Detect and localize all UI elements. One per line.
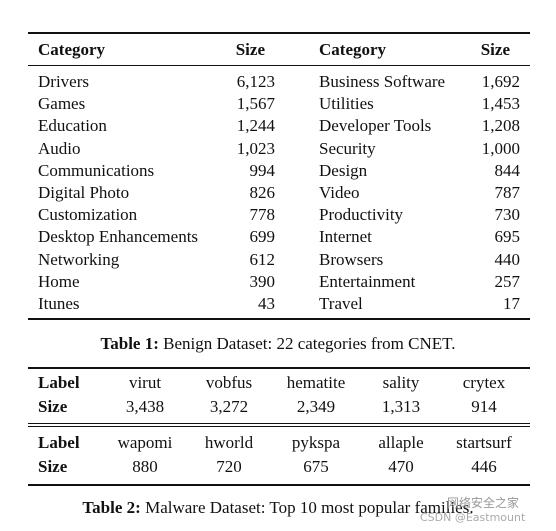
table-cell: Utilities xyxy=(319,94,374,114)
label-cell: vobfus xyxy=(205,373,253,392)
label-cell: startsurf xyxy=(456,433,512,452)
table-cell: Design xyxy=(319,160,368,180)
table-cell: Internet xyxy=(319,227,372,247)
table-cell: Business Software xyxy=(319,72,446,91)
size-cell: 720 xyxy=(216,457,242,476)
table-cell: 994 xyxy=(249,160,276,180)
table-cell: 1,000 xyxy=(481,138,520,158)
header-cell: Size xyxy=(235,40,265,59)
table-cell: 699 xyxy=(249,227,276,247)
label-cell: crytex xyxy=(462,373,506,392)
table-cell: Desktop Enhancements xyxy=(38,227,199,247)
watermark-credit: CSDN @Eastmount xyxy=(420,511,526,524)
table-cell: Security xyxy=(319,138,376,158)
table-cell: Home xyxy=(38,271,80,291)
mid-rule xyxy=(28,426,530,427)
label-cell: wapomi xyxy=(117,433,173,452)
table-cell: Itunes xyxy=(38,294,80,313)
top-rule xyxy=(28,32,530,34)
caption: Table 1: Benign Dataset: 22 categories f… xyxy=(0,334,556,354)
table-cell: 1,692 xyxy=(481,72,520,91)
table-cell: 695 xyxy=(494,227,521,247)
caption-label: Table 1: xyxy=(100,334,159,353)
table-cell: 826 xyxy=(249,183,276,202)
table-cell: Video xyxy=(319,183,360,202)
table-cell: Education xyxy=(38,116,107,136)
table-cell: 390 xyxy=(249,271,276,291)
table-cell: Entertainment xyxy=(319,271,416,291)
label-cell: hematite xyxy=(286,373,346,392)
table-cell: 844 xyxy=(494,160,521,180)
table-cell: Digital Photo xyxy=(38,183,130,202)
size-cell: 470 xyxy=(388,457,414,476)
header-cell: Category xyxy=(38,40,106,59)
mid-rule xyxy=(28,65,530,66)
table-cell: 1,023 xyxy=(236,138,275,158)
row-header: Size xyxy=(38,397,68,416)
mid-rule xyxy=(28,423,530,424)
size-cell: 3,438 xyxy=(125,397,165,416)
table-cell: 6,123 xyxy=(236,72,275,91)
size-cell: 880 xyxy=(132,457,158,476)
size-cell: 2,349 xyxy=(296,397,336,416)
table-cell: Customization xyxy=(38,205,138,225)
label-cell: pykspa xyxy=(291,433,341,452)
table-cell: 787 xyxy=(494,183,521,202)
table-cell: Networking xyxy=(38,249,120,269)
row-header: Label xyxy=(38,433,80,452)
header-cell: Size xyxy=(480,40,510,59)
table-cell: Audio xyxy=(38,138,81,158)
table-cell: 257 xyxy=(494,271,521,291)
size-cell: 446 xyxy=(471,457,497,476)
table-cell: Browsers xyxy=(319,249,384,269)
label-cell: sality xyxy=(382,373,420,392)
caption-text: Malware Dataset: Top 10 most popular fam… xyxy=(140,498,474,517)
table-cell: Productivity xyxy=(319,205,404,225)
label-cell: allaple xyxy=(378,433,424,452)
size-cell: 675 xyxy=(303,457,329,476)
table-cell: 1,244 xyxy=(236,116,275,136)
table-cell: 17 xyxy=(503,294,520,313)
table-cell: 1,453 xyxy=(481,94,520,114)
table-cell: 612 xyxy=(249,249,276,269)
label-cell: hworld xyxy=(204,433,254,452)
top-rule xyxy=(28,367,530,369)
table-cell: 43 xyxy=(258,294,275,313)
table-cell: Developer Tools xyxy=(319,116,432,136)
caption: Table 2: Malware Dataset: Top 10 most po… xyxy=(0,498,556,518)
table-cell: 440 xyxy=(494,249,521,269)
table-cell: Communications xyxy=(38,160,155,180)
table-cell: Travel xyxy=(319,294,363,313)
watermark-brand: 网络安全之家 xyxy=(447,496,520,510)
table-cell: 1,567 xyxy=(236,94,275,114)
table-cell: 1,208 xyxy=(481,116,520,136)
header-cell: Category xyxy=(319,40,387,59)
table-cell: 730 xyxy=(494,205,521,225)
bottom-rule xyxy=(28,318,530,320)
row-header: Size xyxy=(38,457,68,476)
label-cell: virut xyxy=(128,373,162,392)
size-cell: 914 xyxy=(471,397,497,416)
size-cell: 3,272 xyxy=(209,397,249,416)
bottom-rule xyxy=(28,484,530,486)
size-cell: 1,313 xyxy=(381,397,421,416)
table-cell: Games xyxy=(38,94,86,114)
caption-text: Benign Dataset: 22 categories from CNET. xyxy=(158,334,456,353)
caption-label: Table 2: xyxy=(82,498,141,517)
table-cell: 778 xyxy=(249,205,276,225)
table-cell: Drivers xyxy=(38,72,89,91)
row-header: Label xyxy=(38,373,80,392)
